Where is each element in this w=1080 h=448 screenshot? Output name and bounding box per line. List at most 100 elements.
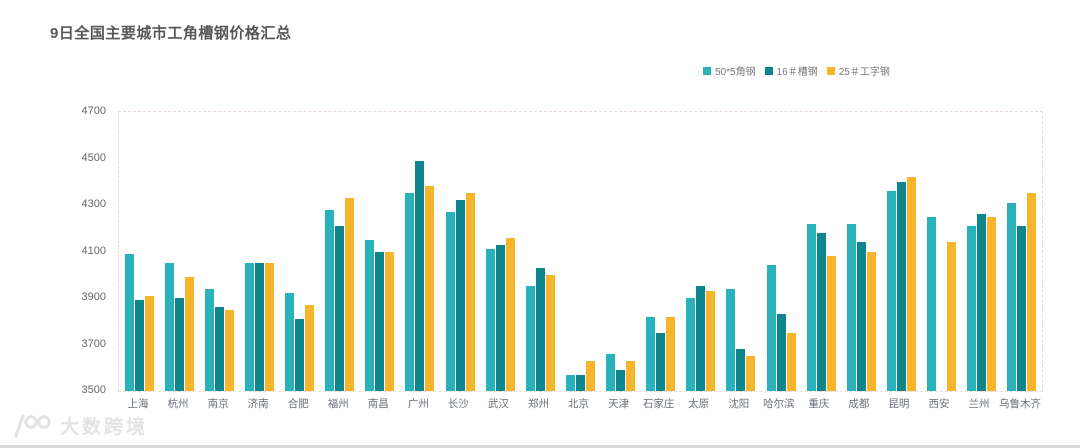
bar[interactable] (285, 293, 295, 391)
bar[interactable] (666, 316, 676, 391)
bar-group (405, 112, 435, 391)
legend-label: 16＃槽钢 (776, 67, 818, 78)
bar[interactable] (254, 263, 264, 391)
bar[interactable] (425, 186, 435, 391)
bar[interactable] (896, 181, 906, 391)
bar-group (686, 112, 716, 391)
bar[interactable] (886, 191, 896, 391)
bar[interactable] (224, 309, 234, 391)
bar[interactable] (204, 288, 214, 391)
x-tick-label: 乌鲁木齐 (999, 398, 1042, 410)
bar[interactable] (977, 214, 987, 391)
bar-group (325, 112, 355, 391)
bar[interactable] (505, 237, 515, 391)
bar[interactable] (606, 353, 616, 391)
bar[interactable] (465, 193, 475, 391)
bar[interactable] (575, 374, 585, 391)
bar[interactable] (866, 251, 876, 391)
bar[interactable] (746, 356, 756, 391)
bar[interactable] (816, 232, 826, 391)
bar[interactable] (1017, 225, 1027, 391)
bar[interactable] (495, 244, 505, 391)
bar[interactable] (485, 249, 495, 391)
x-tick-label: 武汉 (487, 398, 509, 410)
x-tick-label: 重庆 (808, 398, 830, 410)
bar-group (525, 112, 555, 391)
bar[interactable] (244, 263, 254, 391)
bar[interactable] (415, 160, 425, 391)
bar[interactable] (906, 177, 916, 391)
bar[interactable] (967, 225, 977, 391)
bar[interactable] (806, 223, 816, 391)
bar[interactable] (846, 223, 856, 391)
bar-group (886, 112, 916, 391)
bar[interactable] (345, 198, 355, 391)
bar[interactable] (626, 360, 636, 391)
bar[interactable] (987, 216, 997, 391)
bar-group (967, 112, 997, 391)
y-tick-label: 3700 (81, 337, 106, 350)
legend-swatch (826, 66, 835, 75)
bar[interactable] (736, 349, 746, 391)
bar[interactable] (947, 242, 957, 391)
bar[interactable] (726, 288, 736, 391)
bar[interactable] (776, 314, 786, 391)
bar[interactable] (585, 360, 595, 391)
bar-group (285, 112, 315, 391)
bar[interactable] (696, 286, 706, 391)
bar[interactable] (385, 251, 395, 391)
bar[interactable] (174, 298, 184, 391)
legend-swatch (703, 66, 711, 75)
bar[interactable] (525, 286, 535, 391)
bar[interactable] (706, 291, 716, 391)
bar[interactable] (616, 370, 626, 391)
legend-item-0[interactable]: 50*5角钢 (703, 63, 756, 78)
legend-item-2[interactable]: 25＃工字钢 (826, 63, 890, 78)
y-tick-label: 3500 (81, 384, 106, 396)
bar[interactable] (295, 318, 305, 391)
legend-label: 50*5角钢 (715, 67, 756, 78)
bar[interactable] (646, 316, 656, 391)
bar[interactable] (405, 193, 415, 391)
bar[interactable] (124, 253, 134, 391)
bar[interactable] (927, 216, 937, 391)
x-tick-label: 长沙 (447, 398, 469, 410)
bar-group (164, 112, 194, 391)
x-tick-label: 合肥 (287, 398, 309, 410)
bar-group (124, 112, 154, 391)
bar[interactable] (686, 298, 696, 391)
bar[interactable] (1007, 202, 1017, 391)
bar[interactable] (264, 263, 274, 391)
bar[interactable] (826, 256, 836, 391)
logo-icon (14, 413, 51, 438)
bar[interactable] (786, 332, 796, 391)
bar-group (806, 112, 836, 391)
bar[interactable] (545, 274, 555, 391)
bar[interactable] (305, 304, 315, 391)
bar[interactable] (214, 307, 224, 391)
bar[interactable] (335, 225, 345, 391)
bar-group (726, 112, 756, 391)
bar[interactable] (565, 374, 575, 391)
bar[interactable] (325, 209, 335, 391)
legend-item-1[interactable]: 16＃槽钢 (764, 63, 818, 78)
bar[interactable] (455, 200, 465, 391)
bar[interactable] (1027, 193, 1037, 391)
x-tick-label: 福州 (327, 398, 349, 410)
bar[interactable] (144, 295, 154, 391)
bar[interactable] (856, 242, 866, 391)
bar[interactable] (766, 265, 776, 391)
x-tick-label: 西安 (928, 398, 950, 410)
bar[interactable] (375, 251, 385, 391)
bar[interactable] (164, 263, 174, 391)
bar[interactable] (656, 332, 666, 391)
bar-group (204, 112, 234, 391)
bar[interactable] (134, 300, 144, 391)
x-tick-label: 昆明 (888, 398, 910, 410)
bar[interactable] (535, 267, 545, 391)
y-tick-label: 4500 (81, 151, 106, 164)
bar[interactable] (445, 211, 455, 391)
x-tick-label: 成都 (848, 398, 870, 410)
bar[interactable] (184, 277, 194, 391)
bar[interactable] (365, 239, 375, 391)
